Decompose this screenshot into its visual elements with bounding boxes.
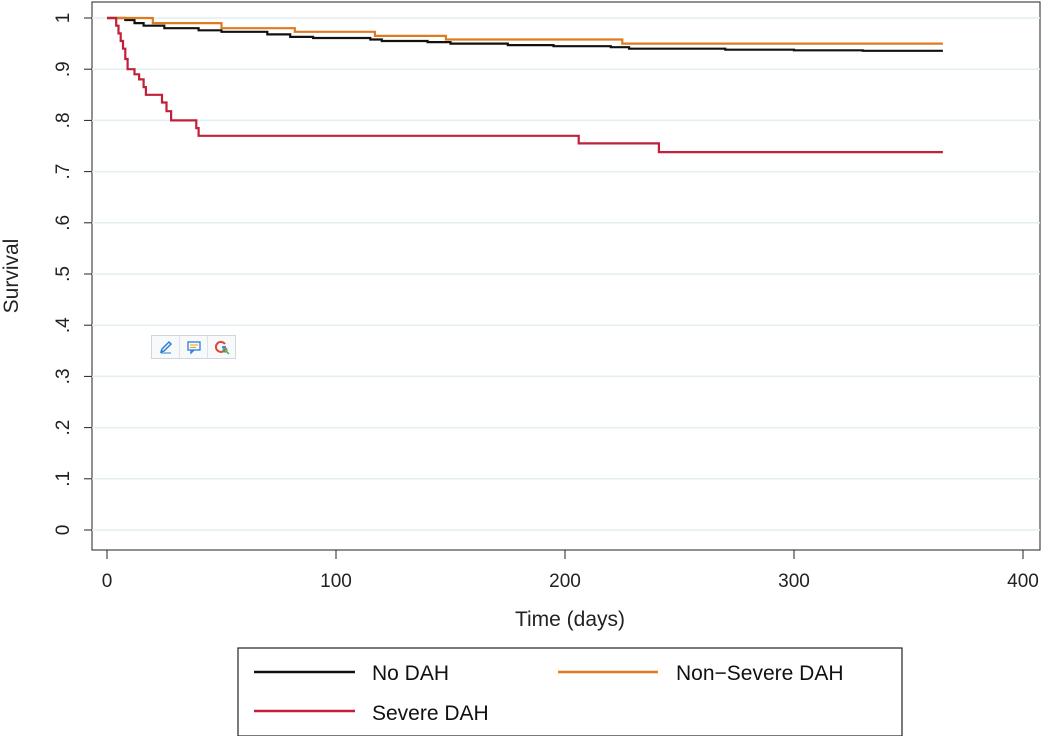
y-tick-label: 1 (53, 13, 74, 24)
pencil-icon[interactable] (152, 336, 180, 358)
series-line-non-severe-dah (107, 16, 943, 45)
legend-label-severe-dah: Severe DAH (372, 702, 489, 725)
series-line-severe-dah (107, 16, 943, 154)
x-tick-label: 100 (320, 571, 352, 592)
grid-layer (92, 17, 1040, 531)
x-axis-title: Time (days) (515, 608, 625, 631)
plot-frame (91, 1, 1041, 551)
x-tick-label: 400 (1007, 571, 1039, 592)
y-tick-label: .1 (53, 471, 74, 487)
legend-box (237, 647, 903, 736)
google-search-icon[interactable] (208, 336, 235, 358)
y-tick-label: .7 (53, 164, 74, 180)
x-tick-label: 0 (102, 571, 113, 592)
y-tick-label: .6 (53, 215, 74, 231)
x-tick-label: 200 (549, 571, 581, 592)
legend-label-no-dah: No DAH (372, 662, 449, 685)
axis-layer: 0 .1 .2 .3 .4 .5 .6 .7 .8 .9 1 0 100 200 300 400 (53, 13, 1039, 592)
y-tick-label: 0 (53, 525, 74, 536)
y-tick-label: .9 (53, 61, 74, 77)
floating-toolbar (151, 335, 236, 359)
y-tick-label: .5 (53, 266, 74, 282)
y-tick-label: .4 (53, 317, 74, 333)
comment-icon[interactable] (180, 336, 208, 358)
series-layer (107, 16, 943, 154)
x-tick-label: 300 (778, 571, 810, 592)
series-line-no-dah (107, 16, 943, 52)
legend-label-non-severe-dah: Non−Severe DAH (676, 662, 844, 685)
y-tick-label: .2 (53, 420, 74, 436)
y-tick-label: .8 (53, 112, 74, 128)
y-axis-title: Survival (0, 239, 23, 314)
y-tick-label: .3 (53, 368, 74, 384)
